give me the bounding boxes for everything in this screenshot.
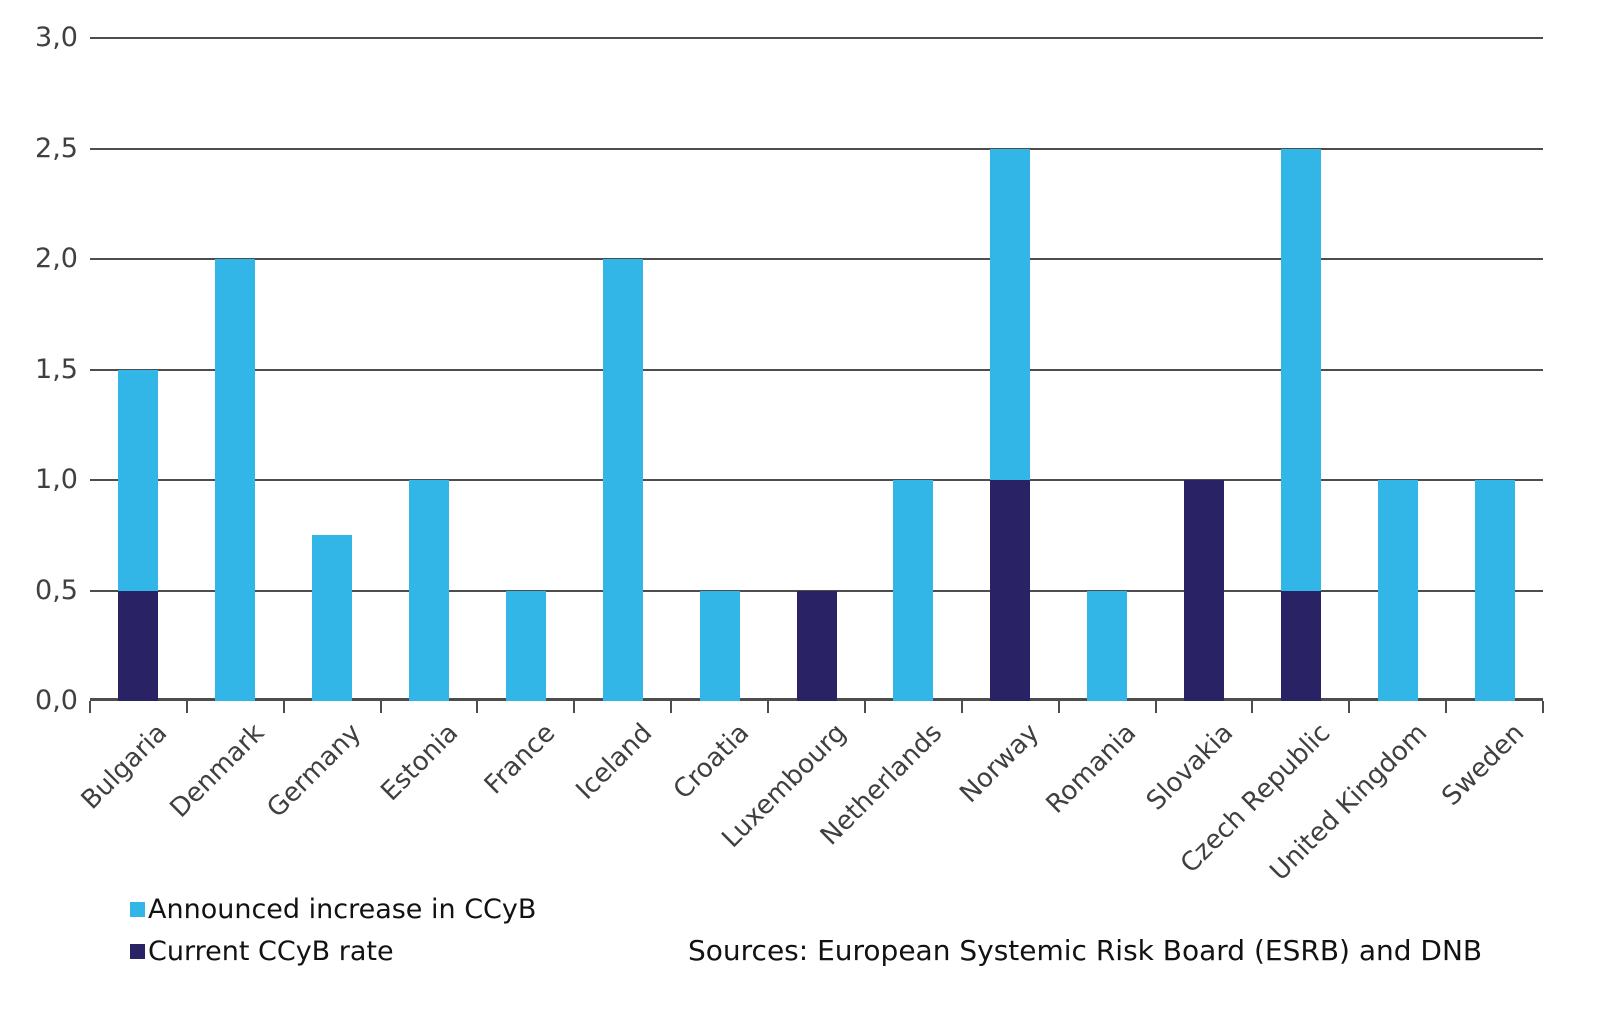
x-axis-category-label: France [478,718,562,801]
gridline [90,37,1543,39]
x-axis-category-label: Sweden [1435,718,1530,812]
x-axis-category-label: Estonia [375,718,465,807]
bar-segment [118,369,159,591]
bar-segment [118,590,159,701]
x-axis-tick [185,701,188,713]
bar-segment [1183,480,1224,701]
bar-segment [1377,480,1418,701]
legend-item-current: Current CCyB rate [130,930,536,972]
x-axis-tick [1348,701,1351,713]
x-axis-tick [282,701,285,713]
x-axis-category-label: Iceland [570,718,658,806]
bar-segment [1087,590,1128,701]
bar-segment [699,590,740,701]
y-axis-tick-label: 1,0 [35,464,78,495]
y-axis-tick-label: 2,5 [35,132,78,164]
x-axis-category-label: Germany [261,718,368,824]
bar-segment [602,259,643,701]
bar-segment [215,259,256,701]
x-axis-tick [960,701,963,713]
legend-label-announced: Announced increase in CCyB [148,893,537,925]
gridline [90,368,1543,371]
x-axis-tick [1251,701,1254,713]
x-axis-category-label: Croatia [667,718,755,806]
sources-text: Sources: European Systemic Risk Board (E… [688,934,1483,967]
gridline [90,258,1543,260]
current-swatch-icon [130,943,145,959]
y-axis-tick-label: 2,0 [35,243,78,274]
x-axis-tick [767,701,770,713]
x-axis-category-label: Slovakia [1140,718,1240,817]
x-axis-tick [1445,701,1448,713]
bar-segment [409,480,450,701]
x-axis-tick [476,701,479,713]
x-axis-category-label: Denmark [164,718,271,824]
legend-label-current: Current CCyB rate [148,935,394,967]
bar-segment [1474,480,1515,701]
gridline [90,147,1543,150]
bar-segment [990,480,1031,701]
legend: Announced increase in CCyB Current CCyB … [130,888,536,972]
bar-segment [312,535,353,701]
x-axis-tick [863,701,866,713]
bar-segment [893,480,934,701]
x-axis-tick [1057,701,1060,713]
y-axis-tick-label: 0,0 [35,685,78,716]
bar-segment [1280,148,1321,591]
x-axis-category-label: Bulgaria [76,718,174,816]
announced-swatch-icon [130,901,145,917]
gridline [90,479,1543,481]
x-axis-category-label: Romania [1040,718,1143,820]
y-axis-tick-label: 0,5 [35,574,78,606]
y-axis-tick-label: 3,0 [35,22,78,53]
bar-segment [796,590,837,701]
legend-item-announced: Announced increase in CCyB [130,888,536,930]
x-axis-tick [1542,701,1544,713]
x-axis-tick [379,701,382,713]
plot-area [90,37,1543,701]
x-axis-tick [573,701,576,713]
bar-segment [1280,590,1321,701]
x-axis-tick [670,701,673,713]
x-axis-category-label: Norway [954,718,1046,809]
bar-segment [505,590,546,701]
y-axis-tick-label: 1,5 [35,353,78,385]
x-axis-tick [89,701,91,713]
x-axis-tick [1154,701,1157,713]
bar-segment [990,148,1031,480]
